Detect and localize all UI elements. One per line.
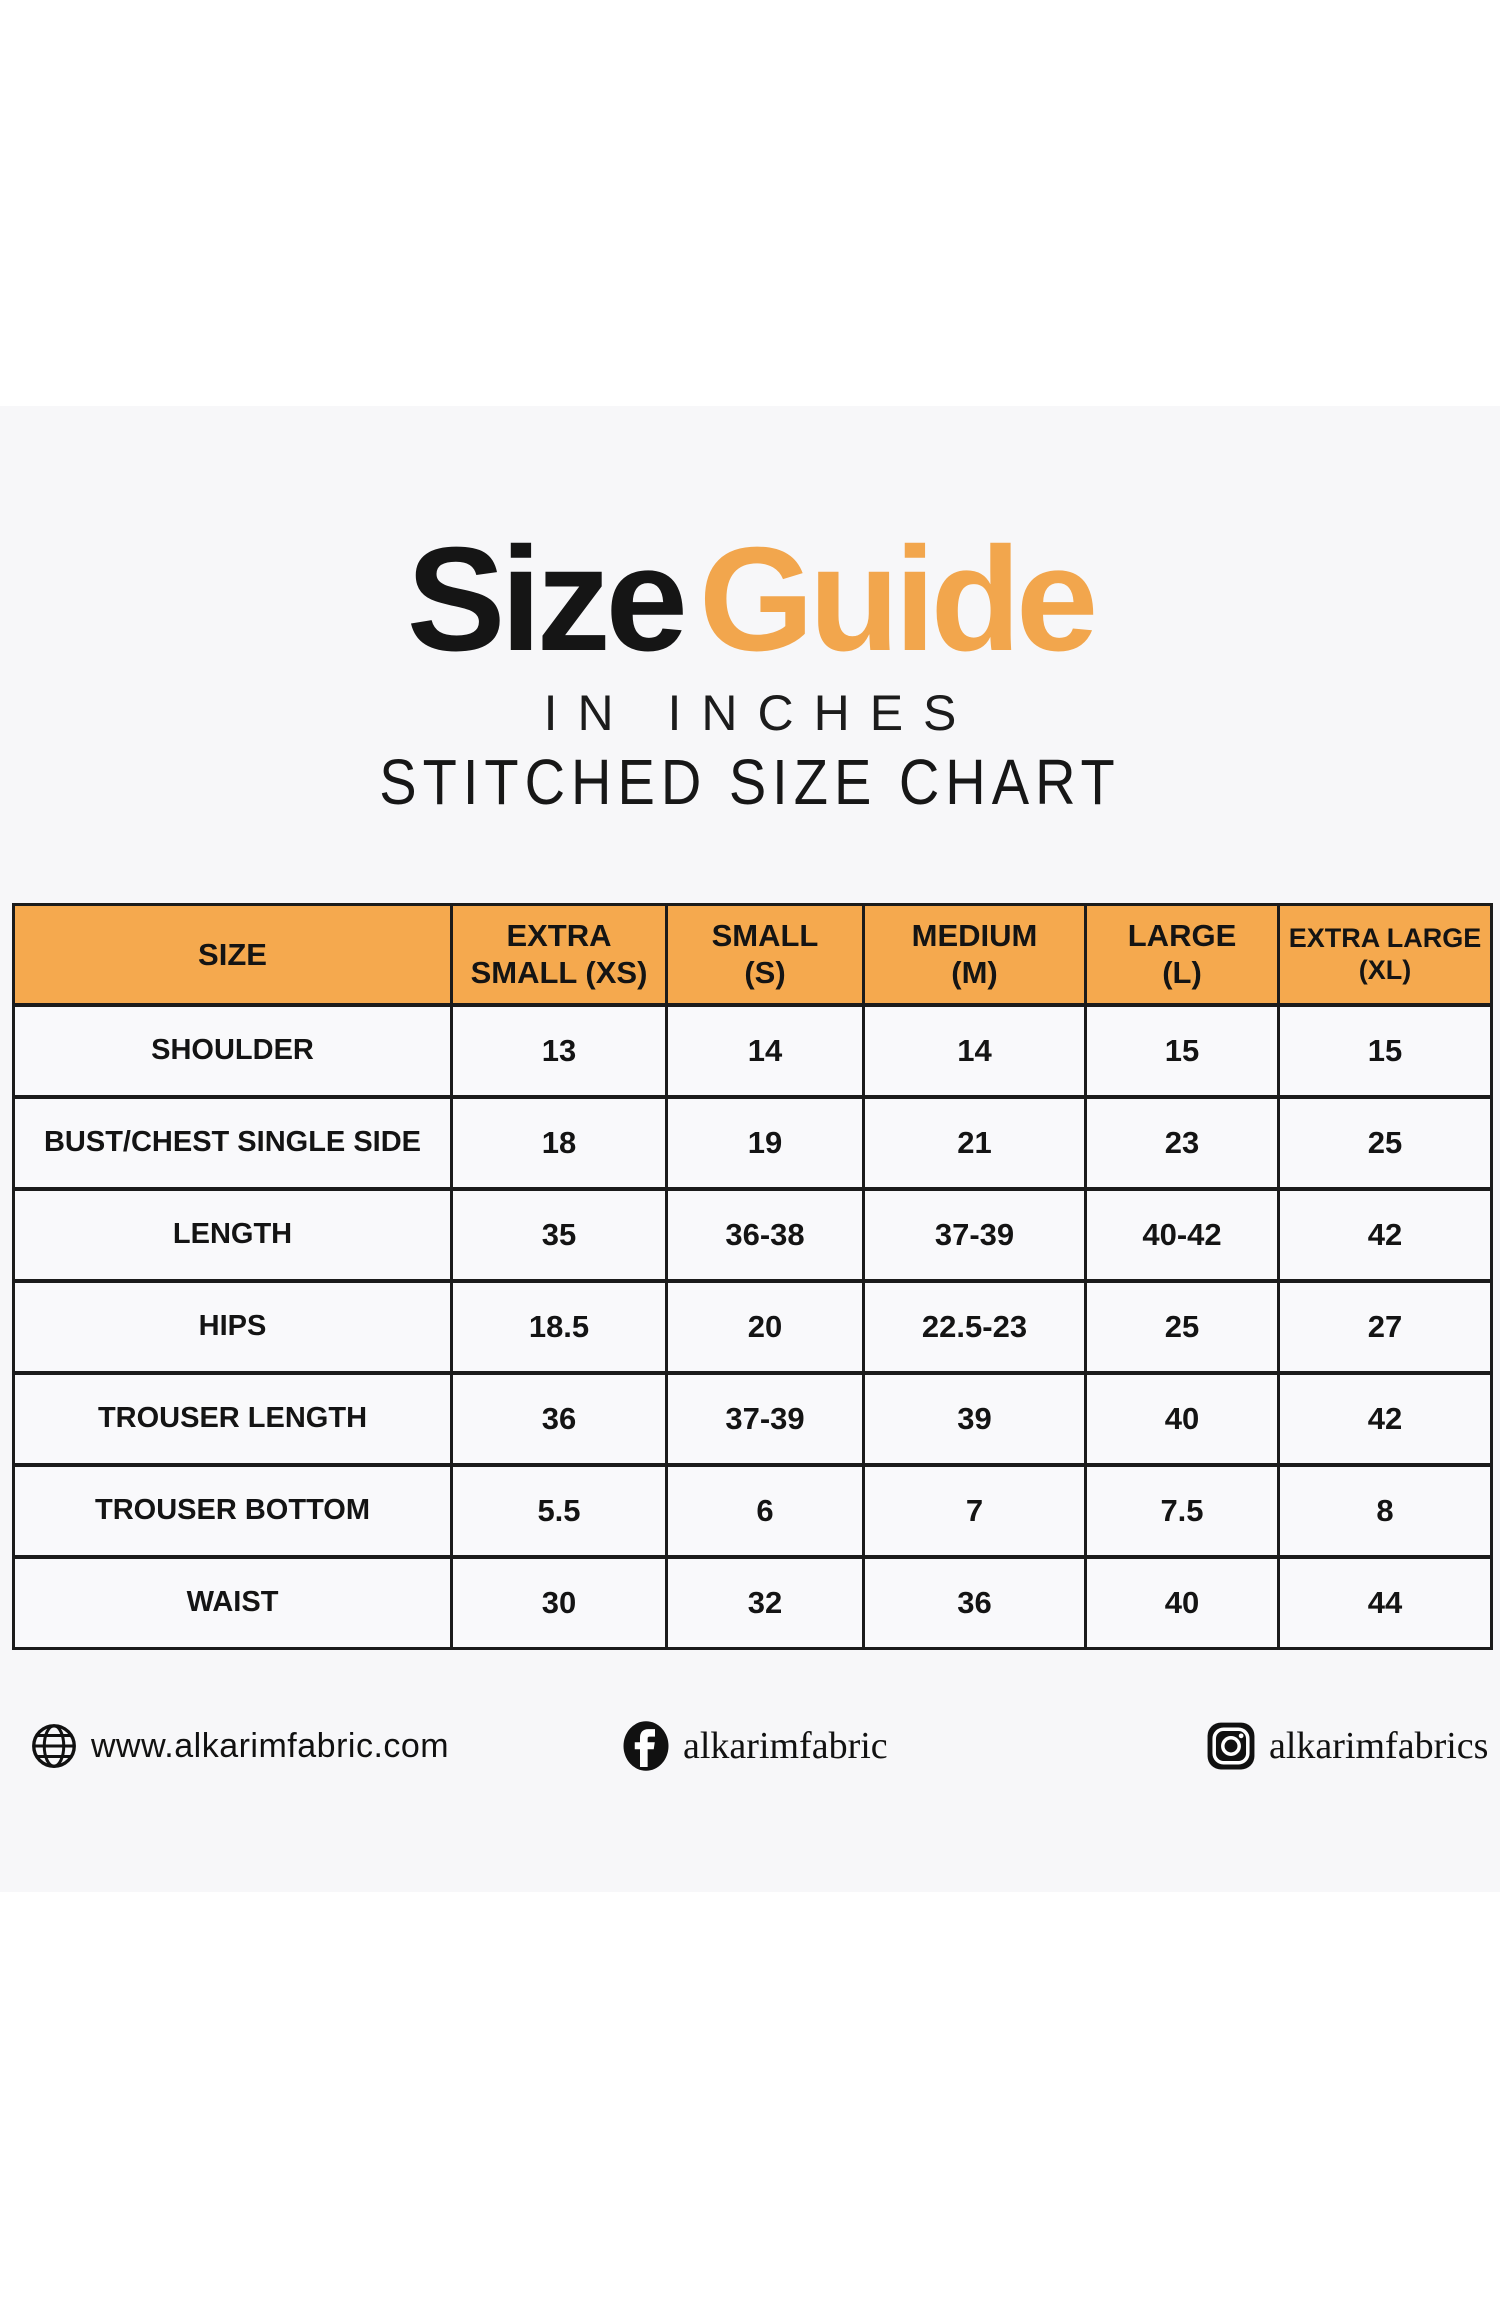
instagram-handle: alkarimfabrics <box>1269 1725 1489 1767</box>
cell-value: 36 <box>862 1555 1087 1650</box>
cell-value: 40-42 <box>1084 1187 1280 1282</box>
table-row: WAIST 30 32 36 40 44 <box>12 1555 1493 1650</box>
cell-value: 13 <box>450 1003 668 1098</box>
footer-website: www.alkarimfabric.com <box>30 1700 449 1792</box>
table-row: BUST/CHEST SINGLE SIDE 18 19 21 23 25 <box>12 1095 1493 1190</box>
cell-value: 40 <box>1084 1555 1280 1650</box>
cell-value: 7.5 <box>1084 1463 1280 1558</box>
row-label: TROUSER LENGTH <box>12 1371 453 1466</box>
cell-value: 37-39 <box>862 1187 1087 1282</box>
cell-value: 30 <box>450 1555 668 1650</box>
column-header: LARGE (L) <box>1084 903 1280 1006</box>
cell-value: 40 <box>1084 1371 1280 1466</box>
cell-value: 18 <box>450 1095 668 1190</box>
cell-value: 39 <box>862 1371 1087 1466</box>
column-header: MEDIUM (M) <box>862 903 1087 1006</box>
cell-value: 36-38 <box>665 1187 865 1282</box>
cell-value: 37-39 <box>665 1371 865 1466</box>
cell-value: 36 <box>450 1371 668 1466</box>
column-header: EXTRA SMALL (XS) <box>450 903 668 1006</box>
cell-value: 44 <box>1277 1555 1493 1650</box>
cell-value: 42 <box>1277 1187 1493 1282</box>
size-chart-table: SIZE EXTRA SMALL (XS) SMALL (S) MEDIUM (M) LARG… <box>12 903 1493 1650</box>
table-row: SHOULDER 13 14 14 15 15 <box>12 1003 1493 1098</box>
subtitle-stitched-size-chart: STITCHED SIZE CHART <box>379 745 1121 818</box>
table-row: HIPS 18.5 20 22.5-23 25 27 <box>12 1279 1493 1374</box>
cell-value: 18.5 <box>450 1279 668 1374</box>
cell-value: 23 <box>1084 1095 1280 1190</box>
website-url: www.alkarimfabric.com <box>91 1726 450 1765</box>
table-row: LENGTH 35 36-38 37-39 40-42 42 <box>12 1187 1493 1282</box>
facebook-handle: alkarimfabric <box>683 1725 888 1767</box>
size-guide-panel: Size Guide IN INCHES STITCHED SIZE CHART … <box>0 406 1500 1892</box>
row-label: WAIST <box>12 1555 453 1650</box>
footer-instagram: alkarimfabrics <box>1206 1700 1488 1792</box>
instagram-icon <box>1206 1721 1256 1771</box>
cell-value: 32 <box>665 1555 865 1650</box>
facebook-icon <box>622 1720 670 1772</box>
cell-value: 5.5 <box>450 1463 668 1558</box>
cell-value: 14 <box>862 1003 1087 1098</box>
table-row: TROUSER LENGTH 36 37-39 39 40 42 <box>12 1371 1493 1466</box>
column-header: SIZE <box>12 903 453 1006</box>
subtitle-in-inches: IN INCHES <box>543 685 977 741</box>
title-word-size: Size <box>406 517 688 682</box>
title-word-guide: Guide <box>698 517 1098 682</box>
cell-value: 27 <box>1277 1279 1493 1374</box>
column-header: EXTRA LARGE (XL) <box>1277 903 1493 1006</box>
cell-value: 6 <box>665 1463 865 1558</box>
cell-value: 25 <box>1084 1279 1280 1374</box>
cell-value: 42 <box>1277 1371 1493 1466</box>
row-label: HIPS <box>12 1279 453 1374</box>
globe-icon <box>30 1722 78 1770</box>
footer-facebook: alkarimfabric <box>622 1700 888 1792</box>
cell-value: 8 <box>1277 1463 1493 1558</box>
cell-value: 15 <box>1277 1003 1493 1098</box>
cell-value: 7 <box>862 1463 1087 1558</box>
cell-value: 20 <box>665 1279 865 1374</box>
cell-value: 35 <box>450 1187 668 1282</box>
cell-value: 15 <box>1084 1003 1280 1098</box>
cell-value: 14 <box>665 1003 865 1098</box>
cell-value: 22.5-23 <box>862 1279 1087 1374</box>
table-row: TROUSER BOTTOM 5.5 6 7 7.5 8 <box>12 1463 1493 1558</box>
cell-value: 19 <box>665 1095 865 1190</box>
column-header: SMALL (S) <box>665 903 865 1006</box>
row-label: BUST/CHEST SINGLE SIDE <box>12 1095 453 1190</box>
size-chart-body: SHOULDER 13 14 14 15 15 BUST/CHEST SINGLE SIDE… <box>12 1003 1493 1650</box>
page-title: Size Guide <box>0 526 1500 674</box>
cell-value: 25 <box>1277 1095 1493 1190</box>
row-label: SHOULDER <box>12 1003 453 1098</box>
cell-value: 21 <box>862 1095 1087 1190</box>
row-label: TROUSER BOTTOM <box>12 1463 453 1558</box>
footer: www.alkarimfabric.com alkarimfabric <box>0 1700 1500 1792</box>
row-label: LENGTH <box>12 1187 453 1282</box>
size-chart-header-row: SIZE EXTRA SMALL (XS) SMALL (S) MEDIUM (M) LARG… <box>12 903 1493 1006</box>
